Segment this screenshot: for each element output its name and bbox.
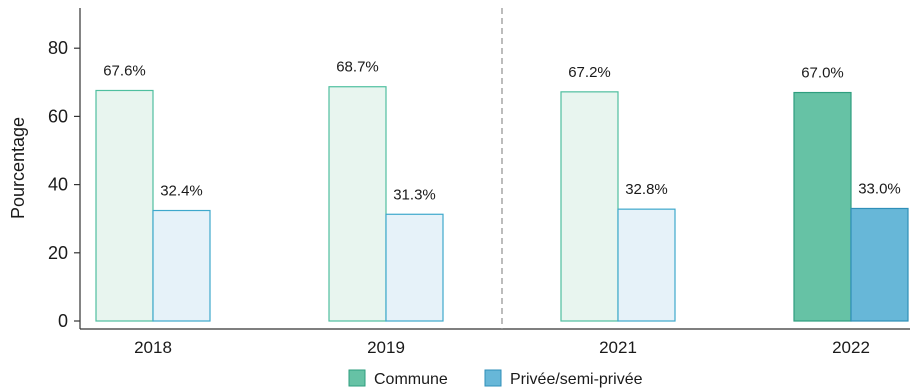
bar-commune-2022 (793, 91, 852, 322)
data-label-commune-2022: 67.0% (801, 65, 844, 82)
x-tick-label-2019: 2019 (367, 338, 405, 357)
x-axis: 2018 2019 2021 2022 (80, 8, 910, 357)
data-label-privee-2019: 31.3% (393, 186, 436, 203)
y-tick-label: 20 (48, 243, 68, 263)
data-label-privee-2021: 32.8% (625, 181, 668, 198)
legend-swatch-privee (484, 369, 502, 387)
bar-commune-2019 (328, 86, 387, 322)
bar-privee-2022 (850, 207, 909, 322)
x-tick-label-2022: 2022 (832, 338, 870, 357)
bar-privee-2018 (152, 209, 211, 322)
data-label-commune-2018: 67.6% (103, 62, 146, 79)
bars (95, 86, 909, 322)
y-axis-label: Pourcentage (8, 117, 28, 219)
data-label-privee-2022: 33.0% (858, 180, 901, 197)
data-label-privee-2018: 32.4% (160, 183, 203, 200)
bar-privee-2019 (385, 213, 444, 322)
legend: Commune Privée/semi-privée (348, 369, 643, 388)
data-label-commune-2021: 67.2% (568, 64, 611, 81)
y-tick-label: 40 (48, 175, 68, 195)
y-tick-label: 0 (58, 311, 68, 331)
data-label-commune-2019: 68.7% (336, 59, 379, 76)
x-tick-label-2021: 2021 (599, 338, 637, 357)
legend-swatch-commune (348, 369, 366, 387)
legend-label-commune: Commune (374, 371, 448, 388)
bar-privee-2021 (617, 208, 676, 322)
data-labels: 67.6% 32.4% 68.7% 31.3% 67.2% 32.8% 67.0% 33.0% (103, 59, 901, 204)
x-tick-label-2018: 2018 (134, 338, 172, 357)
bar-commune-2018 (95, 89, 154, 322)
y-tick-label: 80 (48, 38, 68, 58)
y-axis: 0 20 40 60 80 (48, 8, 81, 331)
legend-label-privee: Privée/semi-privée (510, 371, 643, 388)
y-tick-label: 60 (48, 106, 68, 126)
bar-commune-2021 (560, 91, 619, 322)
